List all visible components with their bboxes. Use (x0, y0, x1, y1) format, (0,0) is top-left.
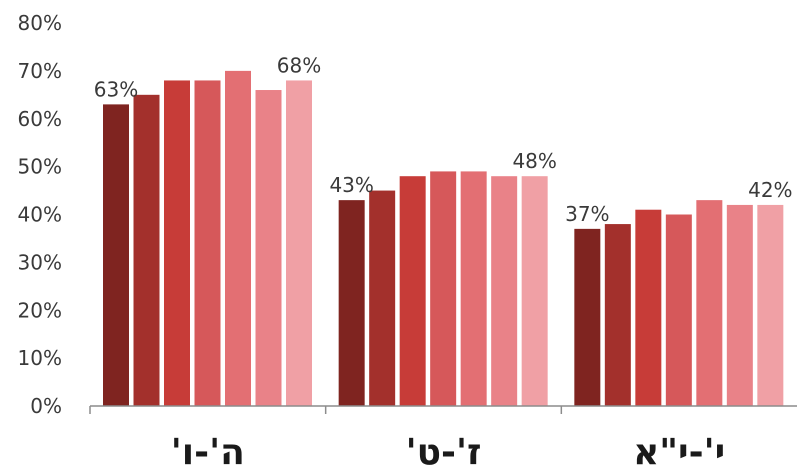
bar (369, 190, 396, 406)
y-tick-label: 50% (18, 155, 62, 179)
y-tick-label: 40% (18, 203, 62, 227)
y-tick-label: 60% (18, 107, 62, 131)
bar (726, 204, 753, 406)
y-tick-label: 80% (18, 11, 62, 35)
bar (164, 80, 190, 406)
bar (491, 176, 518, 406)
data-label: 68% (277, 53, 321, 77)
data-label: 48% (512, 149, 556, 173)
bar (338, 200, 365, 406)
bar (133, 94, 160, 406)
bar (696, 200, 723, 406)
bar (430, 171, 457, 406)
category-labels-group: ה'-ו' ז'-ט' י'-י"א (171, 432, 725, 470)
bar (255, 90, 282, 407)
x-category-label: ה'-ו' (171, 432, 245, 470)
bars-group (103, 70, 784, 407)
axes-group (89, 405, 797, 414)
bar (460, 171, 487, 406)
bar (665, 214, 692, 406)
y-axis-ticks: 0% 10% 20% 30% 40% 50% 60% 70% 80% (18, 11, 62, 418)
data-label: 37% (565, 202, 609, 226)
data-labels-group: 63% 68% 43% 48% 37% 42% (94, 53, 793, 225)
bar (574, 228, 601, 406)
bar (521, 176, 548, 406)
bar (604, 224, 631, 406)
y-tick-label: 30% (18, 250, 62, 274)
bar (194, 80, 221, 406)
bar (635, 209, 662, 406)
bar (757, 204, 784, 406)
x-category-label: י'-י"א (633, 432, 725, 470)
y-tick-label: 70% (18, 59, 62, 83)
bar (286, 80, 312, 406)
y-tick-label: 0% (30, 394, 62, 418)
y-tick-label: 20% (18, 298, 62, 322)
y-tick-label: 10% (18, 346, 62, 370)
bar (103, 104, 129, 406)
data-label: 42% (748, 178, 792, 202)
data-label: 43% (329, 173, 373, 197)
bar (399, 176, 426, 406)
x-category-label: ז'-ט' (406, 432, 482, 470)
data-label: 63% (94, 77, 138, 101)
bar (225, 70, 251, 406)
